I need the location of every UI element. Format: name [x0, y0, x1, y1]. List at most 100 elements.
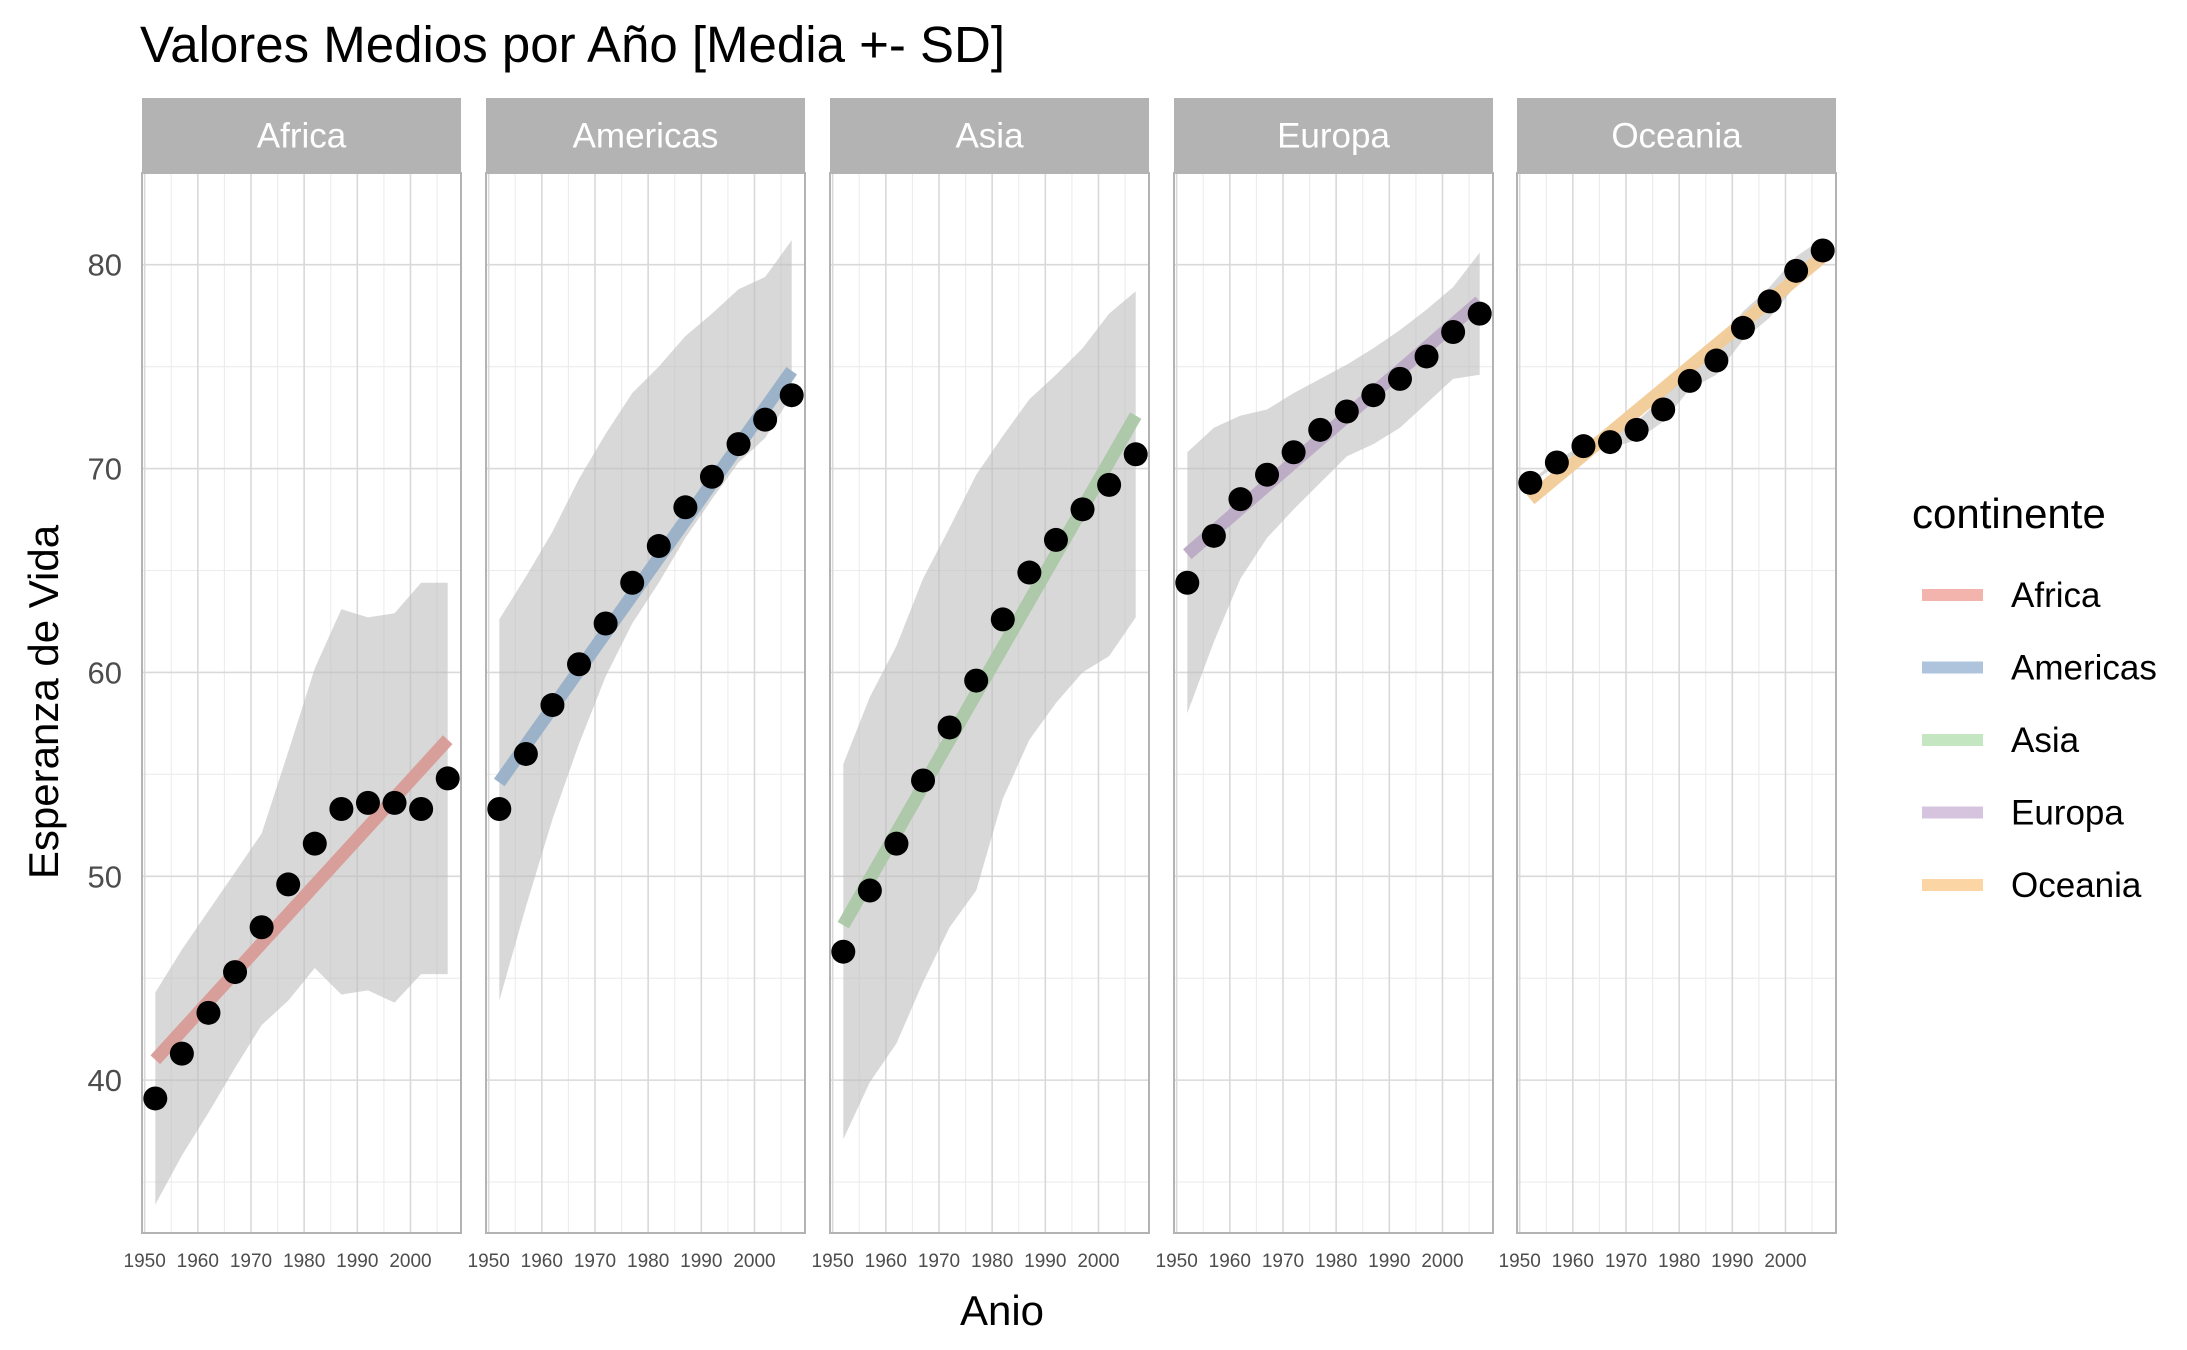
- mean-point: [699, 464, 724, 489]
- mean-point: [1784, 258, 1809, 283]
- legend-title: continente: [1912, 490, 2106, 537]
- mean-point: [1201, 523, 1226, 548]
- mean-point: [1334, 399, 1359, 424]
- mean-point: [1017, 560, 1042, 585]
- mean-point: [964, 668, 989, 693]
- y-tick-label: 70: [88, 452, 122, 487]
- facet-panel-africa: Africa 1950 1960 1970 1980 1990 2000: [124, 98, 462, 1272]
- legend-item-africa: Africa: [1922, 576, 2101, 615]
- mean-point: [1175, 570, 1200, 595]
- legend: continente Africa Americas Asia Europa Ocean…: [1912, 490, 2157, 905]
- mean-point: [567, 652, 592, 677]
- mean-point: [646, 534, 671, 559]
- mean-point: [1123, 442, 1148, 467]
- mean-point: [831, 939, 856, 964]
- x-tick-label: 1960: [865, 1251, 907, 1272]
- x-tick-label: 1950: [468, 1251, 510, 1272]
- x-tick-label: 1960: [177, 1251, 219, 1272]
- facet-panel-asia: Asia 1950 1960 1970 1980 1990 2000: [812, 98, 1150, 1272]
- mean-point: [276, 872, 301, 897]
- legend-label: Africa: [2011, 576, 2101, 615]
- x-tick-label: 1960: [1552, 1251, 1594, 1272]
- facet-strip: [1517, 98, 1836, 173]
- legend-label: Asia: [2011, 721, 2080, 760]
- x-tick-label: 1990: [1711, 1251, 1753, 1272]
- mean-point: [223, 960, 248, 985]
- panel-border: [485, 172, 806, 1234]
- mean-point: [1651, 397, 1676, 422]
- mean-point: [487, 797, 512, 821]
- mean-point: [196, 1000, 221, 1025]
- x-tick-label: 2000: [1764, 1251, 1806, 1272]
- x-tick-label: 1990: [336, 1251, 378, 1272]
- legend-label: Oceania: [2011, 866, 2142, 905]
- trend-line: [1526, 251, 1827, 505]
- mean-point: [673, 495, 698, 520]
- x-tick-label: 1990: [680, 1251, 722, 1272]
- x-axis-title: Anio: [960, 1287, 1044, 1334]
- mean-point: [1544, 450, 1569, 475]
- sd-ribbon: [1187, 252, 1480, 714]
- facet-strip-label: Asia: [955, 117, 1024, 156]
- y-tick-label: 40: [88, 1063, 122, 1098]
- x-tick-label: 1980: [283, 1251, 325, 1272]
- mean-point: [1677, 368, 1702, 393]
- panel-border: [1516, 172, 1837, 1234]
- mean-point: [911, 768, 936, 793]
- y-tick-label: 80: [88, 248, 122, 283]
- mean-point: [1255, 462, 1280, 487]
- y-tick-label: 60: [88, 655, 122, 690]
- x-tick-label: 1970: [918, 1251, 960, 1272]
- mean-point: [884, 831, 909, 856]
- facet-panel-americas: Americas 1950 1960 1970 1980 1990 2000: [468, 98, 806, 1272]
- mean-point: [1757, 289, 1782, 314]
- facet-strip: [830, 98, 1149, 173]
- facet-panels: Africa 1950 1960 1970 1980 1990 2000 Americas 19…: [124, 98, 1837, 1272]
- y-axis-title: Esperanza de Vida: [20, 524, 67, 879]
- mean-point: [1571, 434, 1596, 459]
- mean-point: [540, 693, 565, 718]
- mean-point: [1070, 497, 1095, 522]
- mean-point: [1810, 238, 1835, 263]
- legend-item-asia: Asia: [1922, 721, 2080, 760]
- chart-title: Valores Medios por Año [Media +- SD]: [140, 16, 1005, 73]
- x-tick-label: 1960: [1209, 1251, 1251, 1272]
- mean-point: [169, 1041, 194, 1066]
- facet-strip-label: Americas: [573, 117, 719, 156]
- mean-point: [620, 570, 645, 595]
- mean-point: [513, 741, 538, 766]
- mean-point: [937, 715, 962, 740]
- mean-point: [1518, 470, 1543, 495]
- legend-item-europa: Europa: [1922, 794, 2124, 833]
- mean-point: [1097, 472, 1122, 497]
- mean-point: [1361, 383, 1386, 408]
- facet-strip-label: Oceania: [1611, 117, 1742, 156]
- x-tick-label: 1950: [124, 1251, 166, 1272]
- x-tick-label: 1970: [1262, 1251, 1304, 1272]
- mean-point: [355, 790, 380, 815]
- facet-strip: [142, 98, 461, 173]
- mean-point: [1598, 430, 1623, 455]
- mean-point: [1624, 417, 1649, 442]
- x-tick-label: 2000: [389, 1251, 431, 1272]
- x-tick-label: 1950: [1499, 1251, 1541, 1272]
- x-tick-label: 1970: [230, 1251, 272, 1272]
- x-tick-label: 1970: [574, 1251, 616, 1272]
- mean-point: [1704, 348, 1729, 373]
- mean-point: [1308, 417, 1333, 442]
- trend-line: [1183, 296, 1484, 560]
- facet-panel-europa: Europa 1950 1960 1970 1980 1990 2000: [1156, 98, 1494, 1272]
- x-tick-label: 1980: [1658, 1251, 1700, 1272]
- facet-strip: [1174, 98, 1493, 173]
- panel-border: [1173, 172, 1494, 1234]
- panel-border: [829, 172, 1150, 1234]
- x-tick-label: 1950: [812, 1251, 854, 1272]
- y-tick-label: 50: [88, 859, 122, 894]
- x-tick-label: 1970: [1605, 1251, 1647, 1272]
- y-axis-ticks: 40 50 60 70 80: [88, 248, 122, 1098]
- mean-point: [143, 1086, 168, 1111]
- facet-strip-label: Africa: [257, 117, 347, 156]
- x-tick-label: 2000: [733, 1251, 775, 1272]
- mean-point: [990, 607, 1015, 632]
